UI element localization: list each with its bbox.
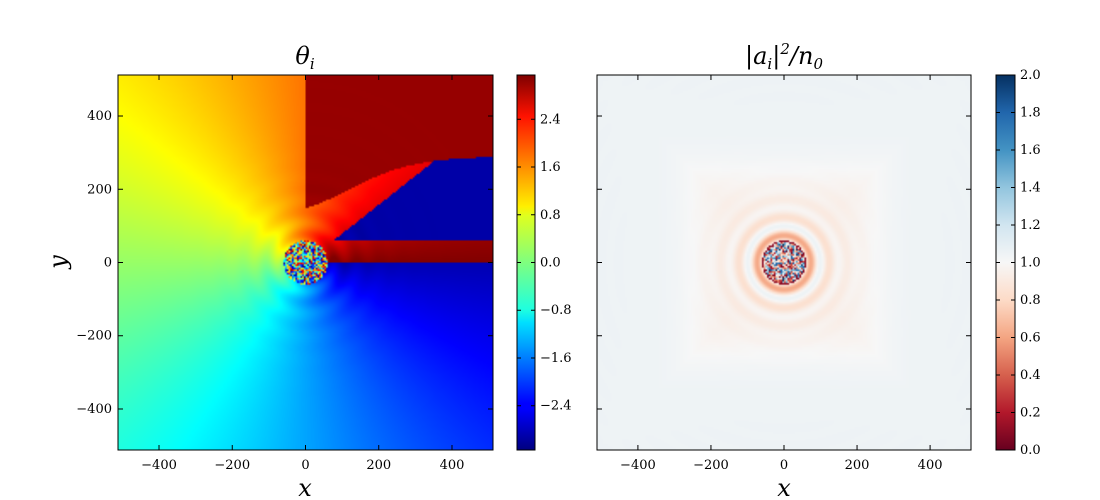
theta-title: θi: [295, 42, 314, 73]
density-xticks: −400 −200 0 200 400: [620, 75, 943, 473]
theta-cbtick-label: 0.0: [540, 256, 561, 271]
theta-panel: θi −400 −200 0 200 400 −400 −200 0 200 400 x y −…: [44, 42, 572, 500]
density-colorbar-ticks: 0.0 0.2 0.4 0.6 0.8 1.0 1.2 1.4 1.6 1.8 2.0: [996, 68, 1041, 458]
theta-colorbar-ticks: −2.4 −1.6 −0.8 0.0 0.8 1.6 2.4: [517, 112, 572, 414]
density-yticks: [597, 115, 971, 410]
theta-xlabel: x: [298, 474, 312, 500]
density-cbtick-label: 1.4: [1020, 181, 1041, 196]
theta-ytick-label: 400: [87, 109, 112, 124]
density-xtick-label: 0: [780, 458, 788, 473]
density-heatmap: [597, 75, 971, 450]
density-xtick-label: 400: [918, 458, 943, 473]
theta-cbtick-label: −0.8: [540, 303, 572, 318]
density-cbtick-label: 1.8: [1020, 106, 1041, 121]
theta-cbtick-label: 2.4: [540, 112, 561, 127]
theta-ytick-label: −400: [76, 402, 112, 417]
density-panel: |ai|2/n0 −400 −200 0 200 400 x 0.00.20.40.60…: [596, 40, 1041, 500]
density-image: [597, 75, 971, 450]
density-cbtick-label: 1.0: [1020, 256, 1041, 271]
density-cbtick-label: 1.2: [1020, 218, 1041, 233]
theta-xtick-label: 400: [440, 458, 465, 473]
theta-cbtick-label: −1.6: [540, 351, 572, 366]
density-xtick-label: −400: [620, 458, 656, 473]
theta-xtick-label: −200: [214, 458, 250, 473]
density-title: |ai|2/n0: [745, 40, 823, 73]
theta-yticks: −400 −200 0 200 400: [76, 109, 493, 417]
theta-ylabel: y: [44, 255, 72, 270]
density-xlabel: x: [777, 474, 791, 500]
density-cbtick-label: 0.0: [1020, 443, 1041, 458]
density-xtick-label: 200: [845, 458, 870, 473]
theta-cbtick-label: 1.6: [540, 160, 561, 175]
density-cbtick-label: 1.6: [1020, 143, 1041, 158]
density-cbtick-label: 0.4: [1020, 368, 1041, 383]
theta-xtick-label: 200: [366, 458, 391, 473]
density-cbtick-label: 0.6: [1020, 331, 1041, 346]
density-cbtick-label: 2.0: [1020, 68, 1041, 83]
density-cbtick-label: 0.2: [1020, 406, 1041, 421]
theta-image: [118, 75, 493, 450]
density-xtick-label: −200: [693, 458, 729, 473]
theta-xtick-label: 0: [301, 458, 309, 473]
theta-heatmap: [118, 75, 493, 450]
density-cbtick-label: 0.8: [1020, 293, 1041, 308]
theta-ytick-label: −200: [76, 329, 112, 344]
theta-cbtick-label: −2.4: [540, 399, 572, 414]
theta-xtick-label: −400: [141, 458, 177, 473]
theta-ytick-label: 0: [104, 256, 112, 271]
theta-xticks: −400 −200 0 200 400: [141, 75, 464, 473]
theta-cbtick-label: 0.8: [540, 208, 561, 223]
theta-ytick-label: 200: [87, 182, 112, 197]
